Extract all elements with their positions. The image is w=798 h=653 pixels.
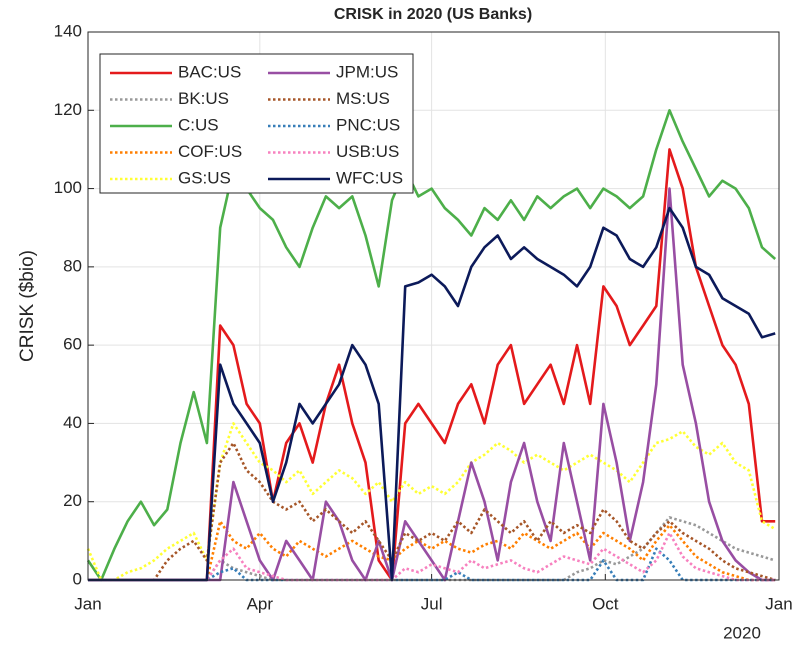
x-year-label: 2020 (723, 623, 761, 642)
y-tick-label: 60 (63, 335, 82, 354)
legend-label: GS:US (178, 168, 231, 187)
y-tick-label: 120 (54, 100, 82, 119)
y-tick-label: 20 (63, 491, 82, 510)
legend-label: BK:US (178, 89, 229, 108)
y-tick-label: 80 (63, 256, 82, 275)
y-tick-label: 40 (63, 413, 82, 432)
x-tick-label: Jan (74, 594, 101, 613)
x-tick-label: Jul (421, 594, 443, 613)
legend-label: COF:US (178, 142, 242, 161)
legend-label: USB:US (336, 142, 399, 161)
legend-label: PNC:US (336, 115, 400, 134)
legend-box (99, 53, 414, 194)
x-tick-label: Jan (765, 594, 792, 613)
y-tick-label: 0 (73, 569, 82, 588)
chart-title: CRISK in 2020 (US Banks) (334, 6, 532, 23)
series-line (86, 422, 776, 582)
series-line (88, 441, 776, 582)
x-tick-label: Oct (592, 594, 619, 613)
legend: BAC:US BK:US C:US COF:US GS:US JPM:US MS:US PNC… (99, 53, 414, 194)
y-axis-label: CRISK ($bio) (17, 250, 38, 362)
legend-label: BAC:US (178, 62, 241, 81)
series-line (86, 109, 777, 582)
x-tick-label: Apr (247, 594, 274, 613)
legend-label: C:US (178, 115, 219, 134)
y-tick-label: 140 (54, 21, 82, 40)
legend-label: JPM:US (336, 62, 398, 81)
y-tick-label: 100 (54, 178, 82, 197)
plot-frame (87, 31, 780, 581)
legend-label: MS:US (336, 89, 390, 108)
legend-label: WFC:US (336, 168, 403, 187)
